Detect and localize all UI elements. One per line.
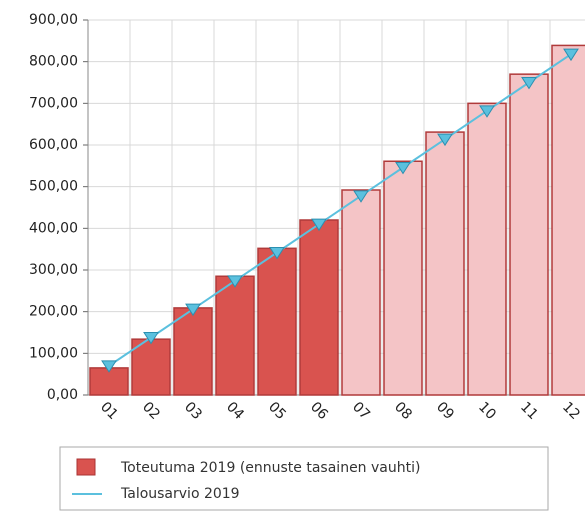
legend-label: Talousarvio 2019 (120, 486, 240, 502)
bar (467, 102, 507, 396)
marker (395, 162, 411, 175)
marker (227, 275, 243, 288)
x-tick-label: 09 (433, 399, 457, 423)
x-tick-label: 12 (559, 399, 583, 423)
plot-area (83, 19, 585, 396)
marker (353, 190, 369, 203)
marker (101, 360, 117, 373)
y-tick-label: 0,00 (47, 387, 78, 403)
bar (299, 219, 339, 396)
y-tick-label: 800,00 (29, 54, 78, 70)
y-tick-label: 300,00 (29, 262, 78, 278)
legend-box (59, 446, 549, 511)
x-tick-label: 07 (349, 399, 373, 423)
marker (521, 77, 537, 90)
y-tick-label: 400,00 (29, 220, 78, 236)
x-tick-label: 01 (97, 399, 121, 423)
x-tick-label: 03 (181, 399, 205, 423)
bar (383, 160, 423, 396)
x-tick-label: 08 (391, 399, 415, 423)
marker (563, 48, 579, 62)
marker (269, 247, 285, 260)
y-tick-label: 700,00 (29, 95, 78, 111)
bar (173, 307, 213, 396)
y-tick-label: 100,00 (29, 345, 78, 361)
bar (341, 189, 381, 396)
marker (185, 303, 201, 317)
marker (479, 105, 495, 118)
y-tick-label: 900,00 (29, 12, 78, 28)
x-tick-label: 11 (517, 399, 541, 423)
bar (551, 44, 585, 396)
x-tick-label: 04 (223, 399, 247, 423)
bar (131, 338, 171, 396)
bar (509, 73, 549, 396)
bar (215, 275, 255, 396)
x-tick-label: 06 (307, 399, 331, 423)
bar (257, 247, 297, 396)
marker (143, 332, 159, 345)
y-tick-label: 600,00 (29, 137, 78, 153)
marker (311, 218, 327, 232)
x-tick-label: 05 (265, 399, 289, 423)
legend-label: Toteutuma 2019 (ennuste tasainen vauhti) (120, 460, 420, 476)
bar (425, 131, 465, 396)
legend-swatch (76, 458, 96, 476)
y-tick-label: 500,00 (29, 179, 78, 195)
y-tick-label: 200,00 (29, 304, 78, 320)
marker (437, 133, 453, 147)
x-tick-label: 02 (139, 399, 163, 423)
x-tick-label: 10 (475, 399, 499, 423)
legend: Toteutuma 2019 (ennuste tasainen vauhti)… (59, 446, 549, 511)
